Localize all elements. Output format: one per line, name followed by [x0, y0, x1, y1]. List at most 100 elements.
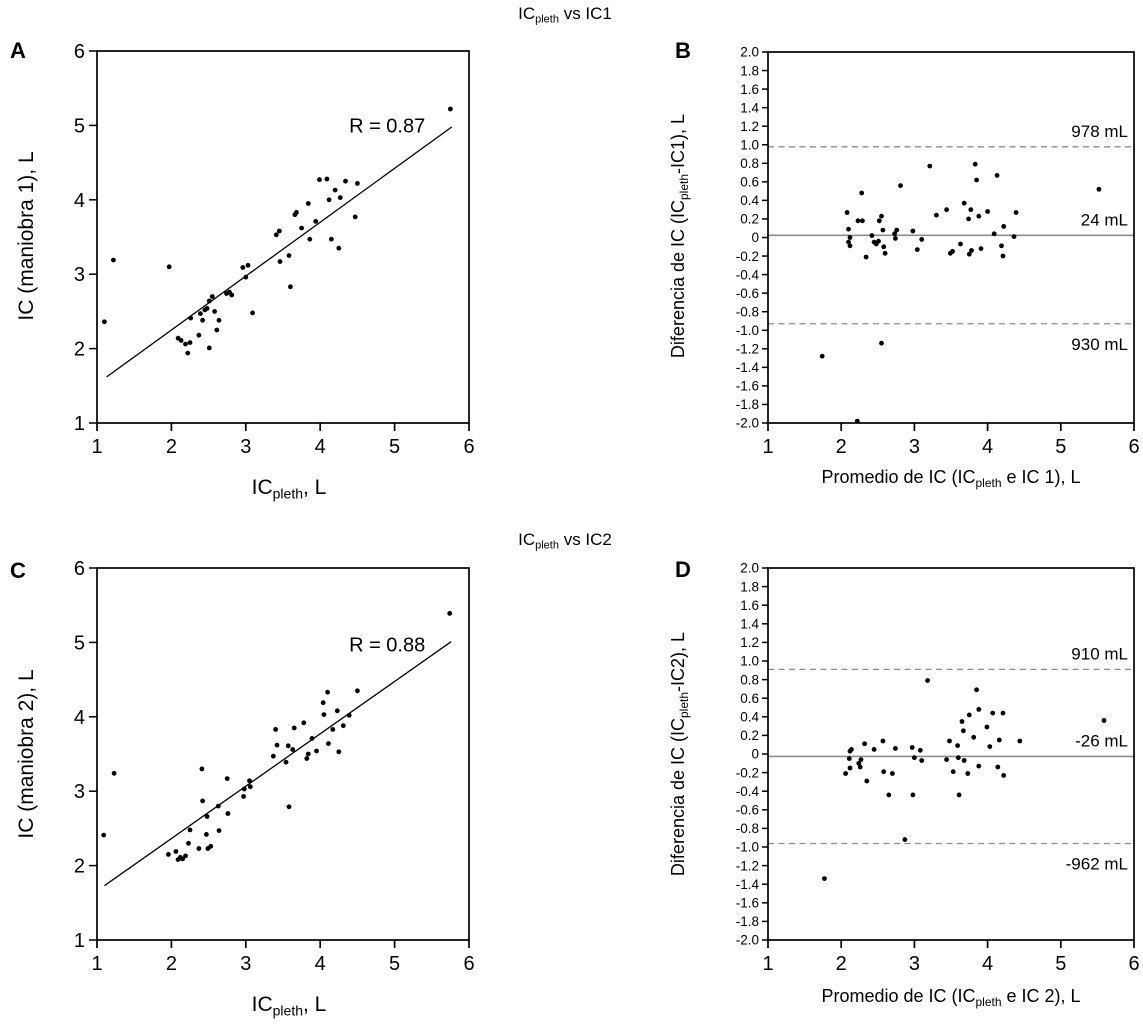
data-point — [307, 236, 313, 242]
data-point — [919, 758, 925, 763]
data-point — [958, 241, 963, 247]
data-point — [968, 207, 974, 213]
data-point — [166, 852, 171, 857]
data-point — [324, 176, 330, 182]
data-point — [285, 743, 291, 749]
data-point — [329, 236, 334, 242]
data-point — [955, 743, 960, 748]
x-tick-label: 4 — [315, 436, 326, 458]
panel-d: D 910 mL -26 mL -962 mL 1 2 3 4 5 6 2.0 1.8 1.6 1.4 1.… — [668, 557, 1140, 1009]
data-point — [214, 327, 220, 333]
data-point — [111, 770, 117, 776]
label-segment: e IC 2), L — [1002, 986, 1081, 1006]
y-tick-label: 0.2 — [740, 212, 759, 227]
data-point — [974, 687, 979, 693]
y-axis-label: Diferencia de IC (ICpleth-IC2), L — [668, 632, 691, 876]
data-point — [305, 751, 311, 757]
data-point — [944, 207, 949, 213]
label-segment: Diferencia de IC (IC — [668, 200, 688, 358]
y-tick-label: -1.2 — [736, 858, 759, 873]
y-tick-label: 0.6 — [740, 691, 759, 706]
x-tick-label: 3 — [909, 953, 920, 975]
data-point — [196, 846, 202, 851]
data-point — [111, 257, 116, 263]
data-points — [819, 161, 1102, 424]
data-point — [859, 190, 865, 196]
x-axis-label: ICpleth, L — [252, 476, 327, 502]
y-tick-label: -1.0 — [736, 840, 759, 855]
data-point — [871, 747, 877, 752]
data-point — [187, 340, 193, 345]
label-subscript: pleth — [976, 995, 1002, 1009]
data-point — [876, 238, 881, 244]
x-axis-label: Promedio de IC (ICpleth e IC 2), L — [821, 986, 1080, 1009]
label-segment: IC — [518, 4, 535, 23]
x-tick-label: 3 — [240, 436, 251, 458]
data-point — [902, 837, 908, 842]
y-tick-label: -1.4 — [736, 877, 760, 892]
data-points — [822, 678, 1107, 881]
data-point — [863, 254, 869, 260]
data-point — [291, 725, 297, 731]
data-point — [909, 745, 915, 750]
data-point — [961, 200, 967, 206]
data-point — [180, 856, 186, 862]
limit-label: -962 mL — [1066, 854, 1128, 873]
label-subscript: pleth — [535, 14, 559, 26]
data-points — [102, 106, 453, 356]
y-tick-label: 1.4 — [740, 617, 759, 632]
y-tick-label: 0 — [751, 747, 759, 762]
data-point — [178, 338, 184, 343]
label-segment: -IC1), L — [668, 114, 688, 174]
y-tick-label: 4 — [74, 707, 85, 729]
label-subscript: pleth — [677, 692, 691, 718]
data-point — [969, 248, 974, 253]
data-point — [447, 611, 453, 616]
data-point — [188, 315, 194, 321]
data-point — [247, 784, 253, 790]
label-segment: , L — [303, 476, 326, 499]
data-point — [898, 183, 903, 189]
data-point — [881, 769, 887, 775]
data-point — [890, 771, 895, 776]
data-point — [843, 771, 848, 776]
x-axis-label: ICpleth, L — [252, 993, 327, 1019]
data-point — [910, 792, 916, 798]
data-point — [204, 306, 210, 311]
panel-letter: C — [10, 558, 26, 583]
data-point — [183, 341, 188, 347]
label-segment: IC — [252, 476, 273, 499]
x-tick-label: 6 — [463, 953, 474, 975]
data-point — [224, 776, 230, 781]
data-point — [974, 177, 979, 183]
data-point — [879, 340, 884, 346]
data-point — [286, 253, 292, 258]
data-point — [241, 786, 247, 792]
data-point — [225, 811, 231, 816]
data-point — [950, 249, 955, 254]
y-tick-label: 6 — [74, 558, 85, 580]
data-point — [346, 712, 352, 718]
data-point — [1001, 773, 1007, 778]
data-point — [273, 232, 279, 238]
data-point — [910, 228, 916, 234]
data-point — [966, 712, 972, 718]
data-point — [961, 758, 967, 763]
x-tick-label: 3 — [909, 436, 920, 458]
x-tick-label: 4 — [982, 953, 993, 975]
data-point — [1096, 186, 1102, 192]
data-point — [241, 794, 247, 799]
y-tick-label: 1.6 — [740, 82, 759, 97]
data-point — [966, 251, 972, 257]
data-point — [336, 749, 342, 755]
data-point — [991, 231, 997, 237]
y-tick-label: -1.6 — [736, 379, 759, 394]
y-tick-label: -0.8 — [736, 821, 759, 836]
data-point — [355, 181, 360, 186]
data-point — [304, 756, 310, 761]
panel-letter: D — [675, 557, 691, 582]
data-point — [919, 237, 925, 242]
regression-line — [106, 126, 453, 378]
data-point — [976, 707, 982, 712]
data-point — [847, 235, 853, 240]
